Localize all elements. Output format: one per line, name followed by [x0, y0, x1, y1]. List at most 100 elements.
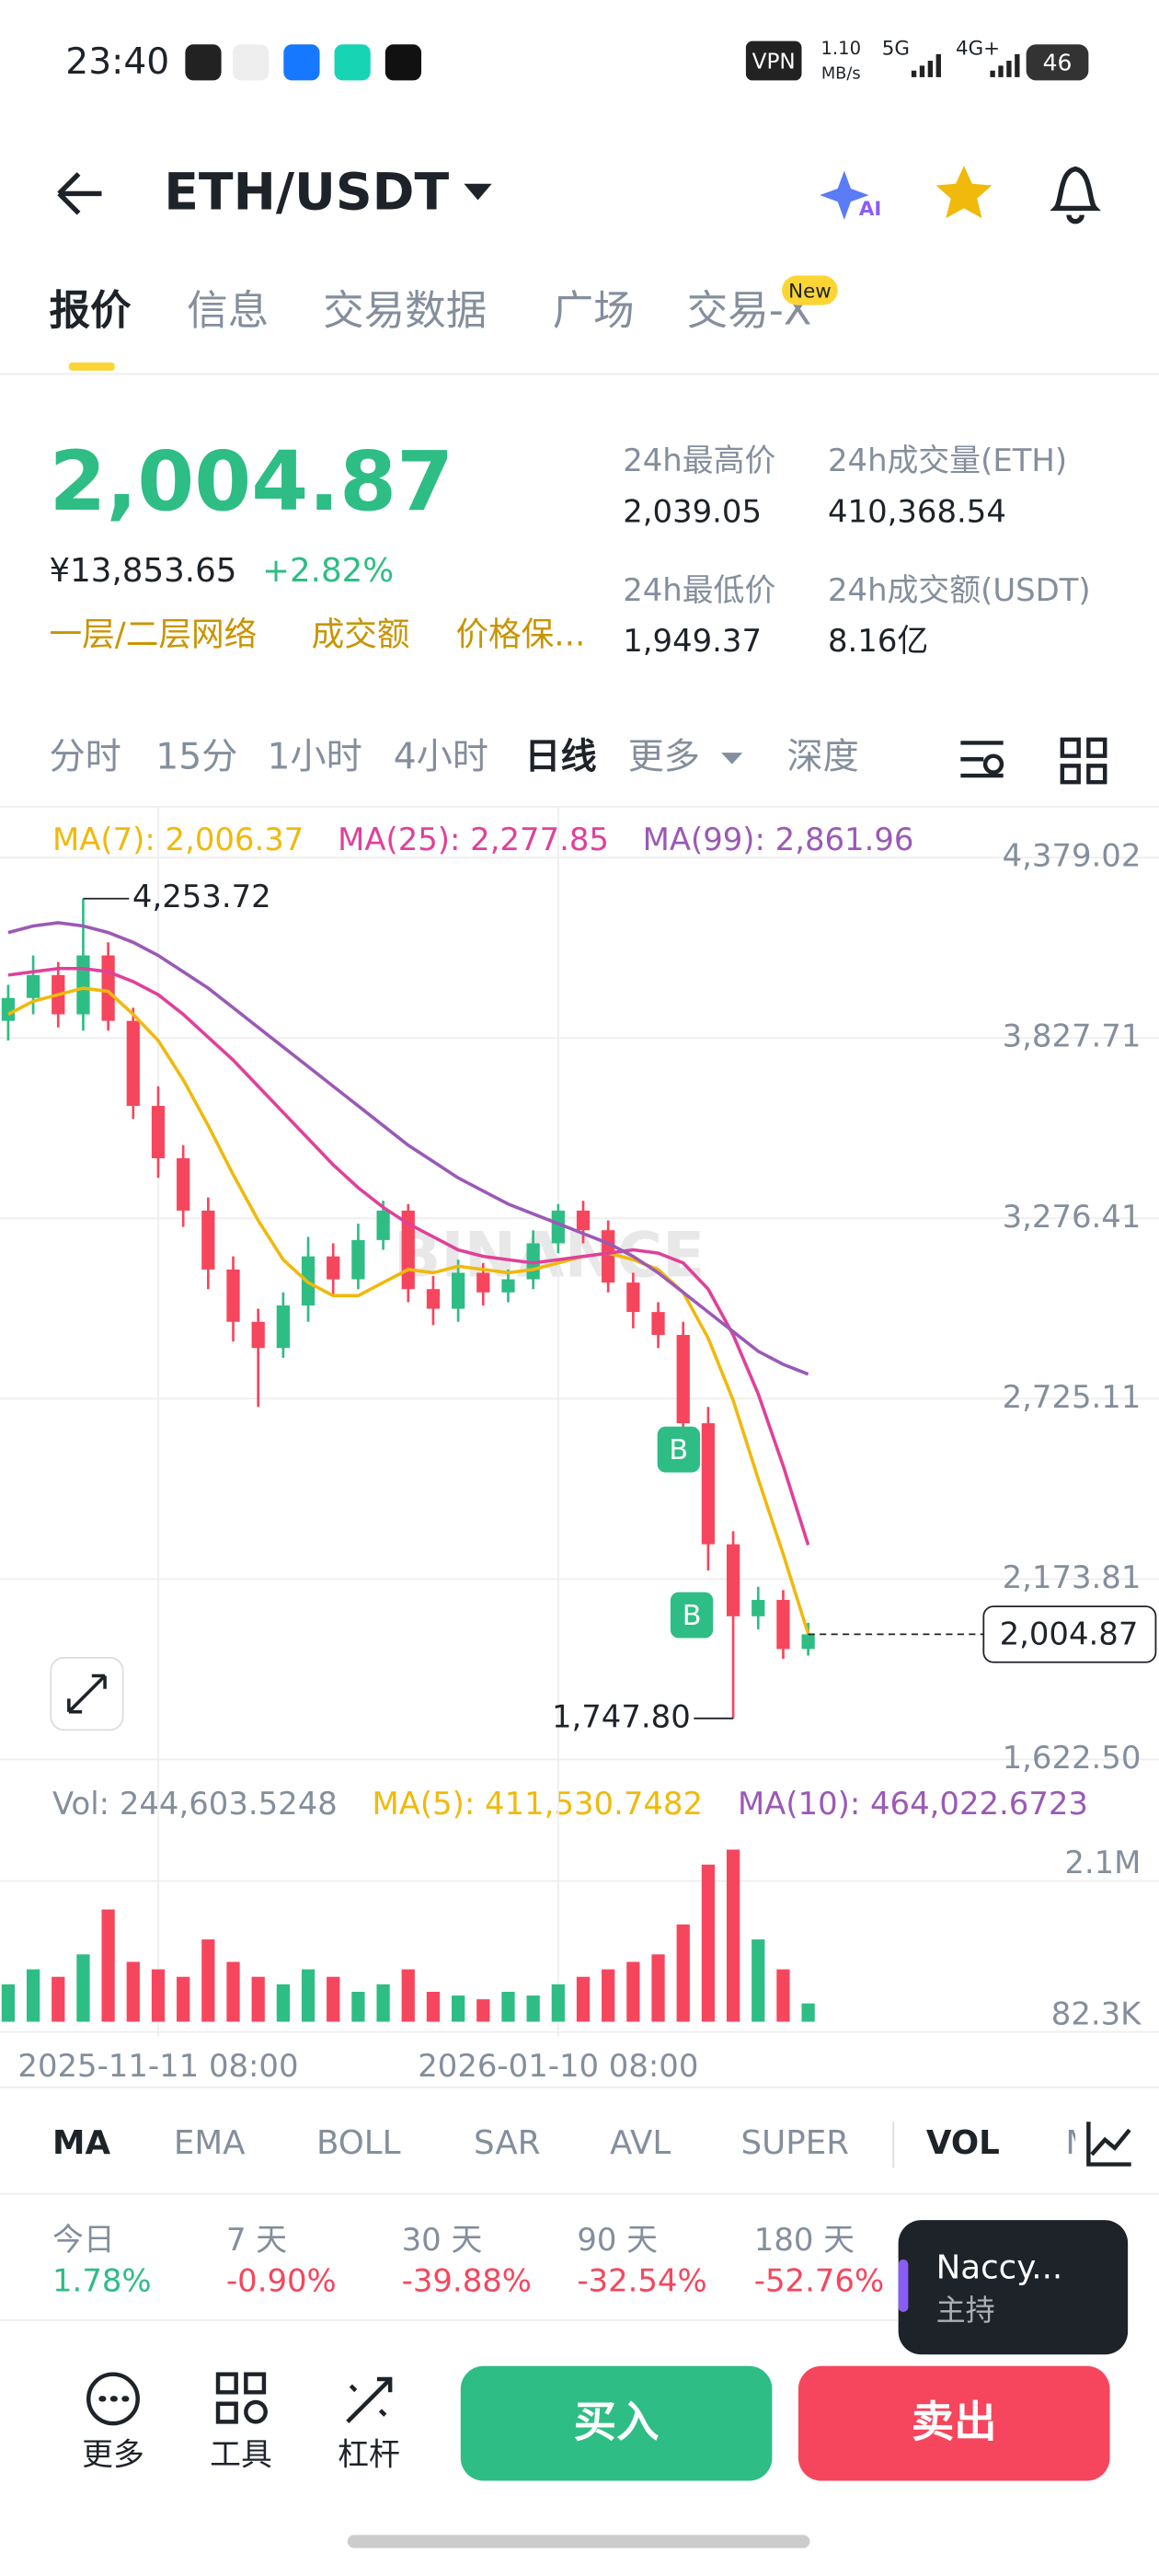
interval[interactable]: 深度	[786, 737, 858, 778]
volume-bar	[551, 1984, 565, 2022]
indicator-tab[interactable]: AVL	[610, 2124, 671, 2162]
live-role: 主持	[936, 2293, 995, 2328]
indicator-tab[interactable]: SAR	[474, 2124, 540, 2162]
tag[interactable]: 成交额	[312, 616, 410, 654]
vol-tick-label: 82.3K	[1051, 1995, 1142, 2031]
candle-body	[626, 1282, 640, 1313]
ma-label: MA(99): 2,861.96	[643, 822, 914, 857]
tools-icon[interactable]	[215, 2372, 267, 2424]
period-change: -39.88%	[402, 2262, 532, 2298]
volume-bar	[726, 1849, 740, 2022]
trade-marker	[657, 1426, 700, 1473]
interval[interactable]: 15分	[155, 737, 237, 778]
ai-label: AI	[859, 198, 881, 221]
tag[interactable]: 一层/二层网络	[49, 616, 257, 654]
volume-bar	[226, 1961, 240, 2022]
candle-body	[76, 955, 90, 1015]
stat-value: 410,368.54	[828, 493, 1006, 529]
back-button[interactable]	[57, 172, 102, 215]
indicator-tab[interactable]: EMA	[174, 2124, 246, 2162]
volume-bar	[126, 1961, 140, 2022]
y-tick-label: 1,622.50	[1003, 1740, 1142, 1776]
tab-indicator	[68, 362, 115, 371]
live-card[interactable]	[898, 2220, 1129, 2355]
interval[interactable]: 4小时	[394, 737, 488, 778]
leverage-icon[interactable]	[346, 2376, 393, 2423]
period: 90 天	[577, 2222, 658, 2258]
period: 今日	[52, 2222, 115, 2258]
pair-dropdown[interactable]	[464, 183, 492, 201]
tag[interactable]: 价格保...	[455, 616, 585, 654]
battery	[1026, 44, 1089, 81]
tab[interactable]: 广场	[553, 286, 635, 334]
y-tick-label: 3,827.71	[1003, 1018, 1142, 1054]
tools-icon	[244, 2399, 268, 2424]
trade-marker	[670, 1592, 714, 1639]
candle-body	[1, 997, 16, 1021]
favorite-button[interactable]	[935, 166, 993, 219]
volume-bar	[276, 1984, 290, 2022]
volume-bar	[602, 1969, 615, 2022]
volume-bar	[476, 1999, 490, 2022]
interval[interactable]: 1小时	[267, 737, 361, 778]
candle-body	[602, 1230, 615, 1283]
action-label[interactable]: 工具	[210, 2436, 272, 2472]
volume-bar	[201, 1939, 215, 2022]
pair-title[interactable]: ETH/USDT	[164, 163, 449, 222]
stat-label: 24h最高价	[623, 443, 775, 478]
indicator-tab[interactable]: VOL	[926, 2124, 1000, 2162]
high-label: 4,253.72	[132, 879, 271, 914]
ai-icon[interactable]	[820, 170, 869, 220]
action-label[interactable]: 更多	[82, 2436, 144, 2472]
layout-icon[interactable]	[1060, 737, 1107, 785]
candle-body	[651, 1312, 665, 1335]
candle-body	[226, 1269, 240, 1322]
action-label[interactable]: 杠杆	[338, 2436, 400, 2472]
ma-label: MA(7): 2,006.37	[52, 822, 304, 857]
tab[interactable]: 报价	[49, 286, 132, 334]
interval[interactable]: 分时	[49, 737, 120, 778]
y-tick-label: 2,173.81	[1003, 1559, 1142, 1595]
tab[interactable]: 信息	[187, 286, 269, 334]
period-change: -32.54%	[577, 2262, 706, 2298]
indicator-tab[interactable]: BOLL	[316, 2124, 401, 2162]
stat-label: 24h最低价	[623, 572, 775, 608]
new-badge-label: New	[788, 280, 832, 303]
dropdown-icon	[721, 753, 743, 765]
new-badge	[782, 275, 838, 305]
sell-label: 卖出	[912, 2397, 997, 2446]
stat-label: 24h成交量(ETH)	[828, 443, 1067, 478]
more-icon[interactable]	[86, 2372, 140, 2426]
alert-button[interactable]	[1050, 166, 1101, 224]
vol-label: MA(5): 411,530.7482	[373, 1786, 703, 1822]
interval[interactable]: 日线	[524, 737, 596, 778]
live-bar	[898, 2259, 909, 2312]
low-label: 1,747.80	[552, 1698, 691, 1734]
candle-body	[476, 1272, 490, 1293]
signal-icon	[990, 53, 1020, 77]
indicator-settings[interactable]	[1086, 2122, 1131, 2167]
interval[interactable]: 更多	[628, 737, 700, 778]
price-change: +2.82%	[262, 552, 394, 590]
candle-body	[201, 1210, 215, 1270]
candle-body	[376, 1210, 390, 1240]
stat-label: 24h成交额(USDT)	[828, 572, 1091, 608]
volume-bar	[177, 1976, 190, 2022]
x-tick-label: 2025-11-11 08:00	[17, 2048, 298, 2084]
tab[interactable]: 交易数据	[323, 286, 487, 334]
candle-body	[501, 1279, 515, 1293]
volume-bar	[401, 1969, 415, 2022]
volume-bar	[376, 1984, 390, 2022]
buy-button[interactable]	[460, 2365, 773, 2481]
net-type: 5G	[882, 38, 910, 61]
indicator-tab[interactable]: SUPER	[741, 2124, 849, 2162]
volume-bar	[501, 1991, 515, 2022]
settings-icon[interactable]	[960, 741, 1004, 778]
indicator-tab[interactable]: MA	[52, 2124, 110, 2162]
battery-level: 46	[1043, 50, 1073, 76]
sell-button[interactable]	[798, 2365, 1110, 2481]
candle-body	[327, 1256, 340, 1280]
candle-body	[801, 1634, 815, 1650]
vol-label: Vol: 244,603.5248	[52, 1786, 338, 1822]
